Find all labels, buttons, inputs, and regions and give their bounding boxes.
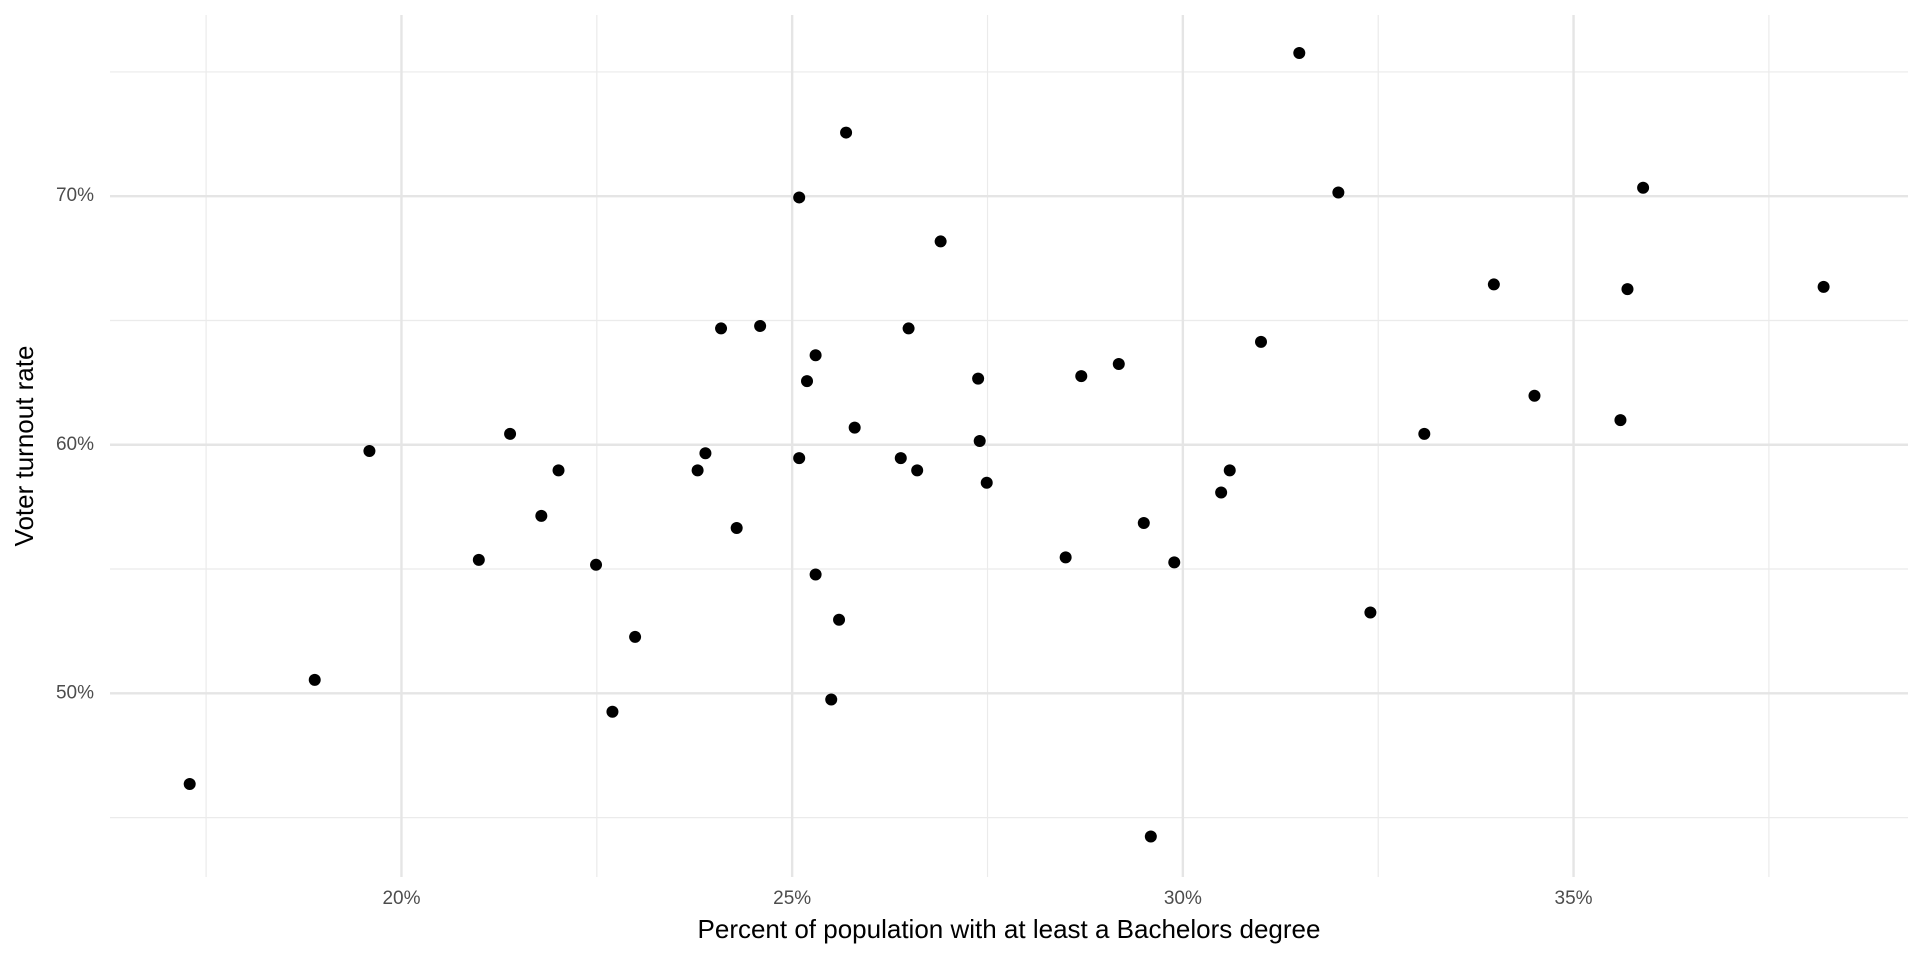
point [1059,551,1072,564]
point [504,427,517,440]
x-tick-label: 35% [1555,888,1593,909]
point [801,375,814,388]
point [606,705,619,718]
point [363,444,376,457]
point [1112,357,1125,370]
point [973,435,986,448]
point [972,372,985,385]
point [1621,283,1634,296]
point [833,613,846,626]
point [1168,556,1181,569]
point [809,568,822,581]
y-tick-label: 60% [56,434,94,455]
point [1223,464,1236,477]
point [691,464,704,477]
point [902,322,915,335]
point [848,421,861,434]
x-axis-title: Percent of population with at least a Ba… [698,914,1321,944]
point [793,452,806,465]
point [629,630,642,643]
y-tick-label: 50% [56,682,94,703]
point [1817,280,1830,293]
point [552,464,565,477]
point [911,464,924,477]
point [1487,278,1500,291]
point [825,693,838,706]
point [1614,414,1627,427]
point [472,553,485,566]
x-tick-label: 25% [773,888,811,909]
y-axis-title: Voter turnout rate [9,346,39,547]
point [1637,181,1650,194]
point [840,126,853,139]
point [894,452,907,465]
point [1332,186,1345,199]
point [590,558,603,571]
point [934,235,947,248]
point [1418,427,1431,440]
point [730,522,743,535]
point [1255,335,1268,348]
point [308,673,321,686]
point [715,322,728,335]
x-tick-label: 20% [382,888,420,909]
point [1364,606,1377,619]
x-tick-label: 30% [1164,888,1202,909]
point [1215,486,1228,499]
y-tick-label: 70% [56,185,94,206]
point [1075,370,1088,383]
point [535,509,548,522]
point [699,447,712,460]
point [183,778,196,791]
point [1144,830,1157,843]
point [1528,389,1541,402]
point [793,191,806,204]
point [754,319,767,332]
point [1293,47,1306,60]
point [1137,517,1150,530]
point [809,349,822,362]
point [980,476,993,489]
